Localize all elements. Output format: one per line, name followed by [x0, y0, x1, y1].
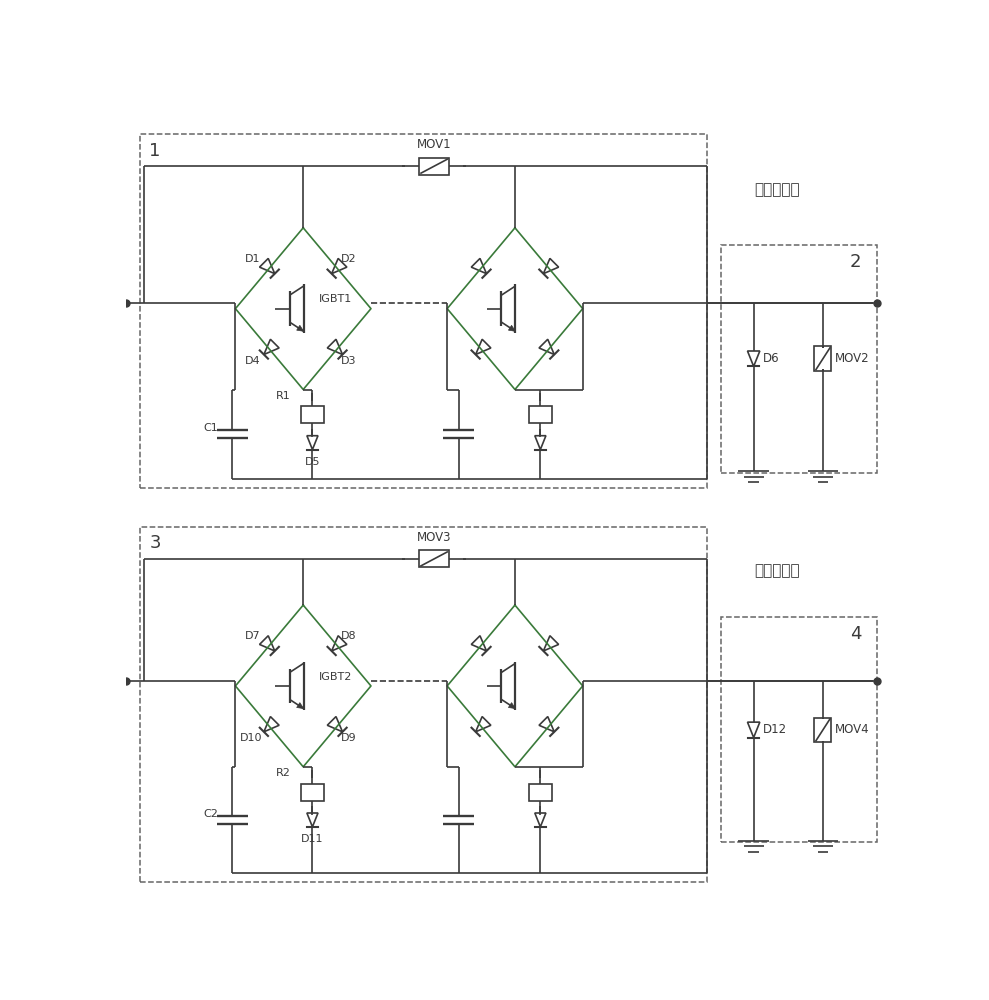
Text: D1: D1: [244, 254, 260, 264]
Polygon shape: [472, 258, 487, 274]
Text: D12: D12: [763, 723, 787, 736]
Bar: [815, 718, 832, 742]
Polygon shape: [472, 636, 487, 651]
Polygon shape: [535, 813, 546, 827]
Polygon shape: [476, 717, 491, 732]
Bar: [419, 550, 449, 567]
Bar: [529, 406, 552, 423]
Polygon shape: [297, 325, 304, 331]
Text: 4: 4: [850, 625, 861, 643]
Text: MOV3: MOV3: [416, 531, 451, 544]
Text: 1: 1: [149, 142, 160, 160]
Polygon shape: [259, 636, 275, 651]
Polygon shape: [264, 339, 279, 355]
Text: D6: D6: [763, 352, 779, 365]
Text: MOV4: MOV4: [835, 723, 869, 736]
Bar: [529, 784, 552, 801]
Text: C2: C2: [204, 809, 219, 819]
Polygon shape: [331, 636, 347, 651]
Polygon shape: [543, 636, 559, 651]
Text: 正极断路器: 正极断路器: [754, 182, 799, 197]
Text: D10: D10: [240, 733, 262, 743]
Text: MOV1: MOV1: [416, 138, 451, 151]
Polygon shape: [535, 436, 546, 450]
Polygon shape: [327, 339, 342, 355]
Text: MOV2: MOV2: [835, 352, 869, 365]
Bar: [815, 346, 832, 371]
Text: D4: D4: [244, 356, 260, 366]
Text: D5: D5: [305, 457, 320, 467]
Text: R2: R2: [276, 768, 291, 778]
Polygon shape: [297, 703, 304, 709]
Text: D11: D11: [302, 834, 323, 844]
Polygon shape: [307, 436, 318, 450]
Bar: [140, 134, 707, 488]
Text: D9: D9: [341, 733, 357, 743]
Bar: [140, 527, 707, 882]
Bar: [721, 617, 877, 842]
Text: IGBT1: IGBT1: [318, 294, 352, 304]
Polygon shape: [331, 258, 347, 274]
Polygon shape: [259, 258, 275, 274]
Polygon shape: [476, 339, 491, 355]
Polygon shape: [508, 325, 515, 331]
Polygon shape: [748, 722, 760, 738]
Bar: [721, 245, 877, 473]
Bar: [301, 406, 324, 423]
Text: 2: 2: [850, 253, 861, 271]
Polygon shape: [539, 339, 554, 355]
Text: D2: D2: [341, 254, 357, 264]
Text: R1: R1: [276, 391, 291, 401]
Polygon shape: [543, 258, 559, 274]
Text: IGBT2: IGBT2: [318, 672, 352, 682]
Polygon shape: [307, 813, 318, 827]
Text: D3: D3: [341, 356, 356, 366]
Bar: [419, 158, 449, 175]
Polygon shape: [539, 717, 554, 732]
Polygon shape: [264, 717, 279, 732]
Text: C1: C1: [204, 423, 219, 433]
Bar: [301, 784, 324, 801]
Text: D7: D7: [244, 631, 260, 641]
Polygon shape: [748, 351, 760, 366]
Polygon shape: [327, 717, 342, 732]
Text: 负极断路器: 负极断路器: [754, 563, 799, 578]
Text: 3: 3: [149, 534, 160, 552]
Text: D8: D8: [341, 631, 357, 641]
Polygon shape: [508, 703, 515, 709]
